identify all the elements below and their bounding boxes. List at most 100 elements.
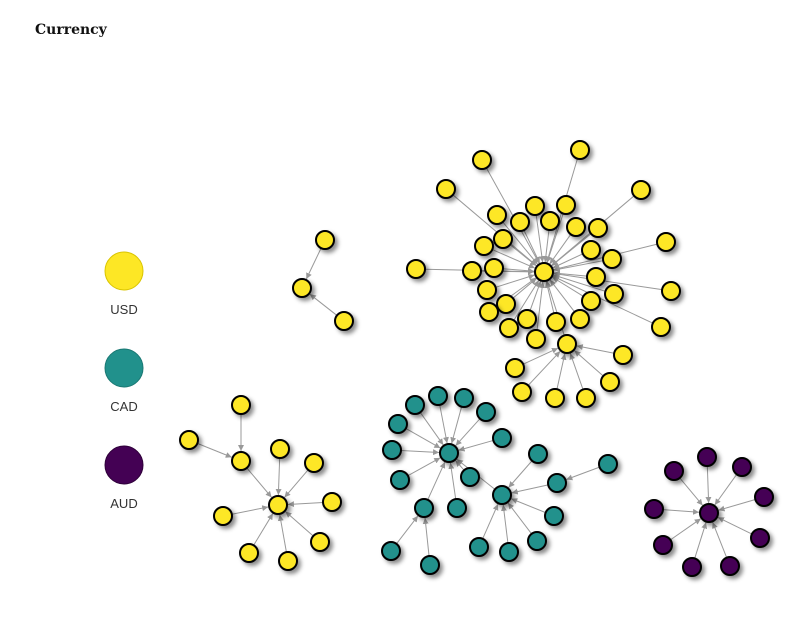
node-usd[interactable] bbox=[613, 345, 633, 365]
node-usd[interactable] bbox=[278, 551, 298, 571]
edge-cad bbox=[458, 439, 494, 452]
node-usd[interactable] bbox=[540, 211, 560, 231]
node-usd[interactable] bbox=[304, 453, 324, 473]
node-cad[interactable] bbox=[420, 555, 440, 575]
node-aud[interactable] bbox=[697, 447, 717, 467]
node-cad[interactable] bbox=[460, 467, 480, 487]
legend-swatch-cad bbox=[104, 348, 144, 388]
node-usd[interactable] bbox=[436, 179, 456, 199]
node-usd[interactable] bbox=[499, 318, 519, 338]
node-usd[interactable] bbox=[570, 140, 590, 160]
node-usd[interactable] bbox=[493, 229, 513, 249]
node-usd[interactable] bbox=[526, 329, 546, 349]
node-usd[interactable] bbox=[231, 395, 251, 415]
node-usd[interactable] bbox=[505, 358, 525, 378]
edge-cad bbox=[419, 412, 444, 446]
node-usd[interactable] bbox=[310, 532, 330, 552]
node-usd[interactable] bbox=[545, 388, 565, 408]
node-usd[interactable] bbox=[651, 317, 671, 337]
edge-aud bbox=[670, 518, 702, 541]
node-usd[interactable] bbox=[570, 309, 590, 329]
node-aud[interactable] bbox=[754, 487, 774, 507]
legend-item-usd: USD bbox=[104, 251, 144, 317]
node-usd[interactable] bbox=[581, 240, 601, 260]
node-usd[interactable] bbox=[604, 284, 624, 304]
node-cad[interactable] bbox=[414, 498, 434, 518]
node-usd-hub[interactable] bbox=[557, 334, 577, 354]
node-usd[interactable] bbox=[661, 281, 681, 301]
node-usd[interactable] bbox=[474, 236, 494, 256]
node-aud[interactable] bbox=[720, 556, 740, 576]
node-cad[interactable] bbox=[476, 402, 496, 422]
legend-item-cad: CAD bbox=[104, 348, 144, 414]
edge-usd bbox=[553, 271, 663, 291]
node-usd[interactable] bbox=[576, 388, 596, 408]
legend-item-aud: AUD bbox=[104, 445, 144, 511]
node-aud-hub[interactable] bbox=[699, 503, 719, 523]
edge-usd bbox=[502, 267, 535, 274]
node-usd[interactable] bbox=[510, 212, 530, 232]
node-usd[interactable] bbox=[239, 543, 259, 563]
node-cad[interactable] bbox=[544, 506, 564, 526]
node-usd[interactable] bbox=[588, 218, 608, 238]
node-cad[interactable] bbox=[428, 386, 448, 406]
node-usd[interactable] bbox=[566, 217, 586, 237]
node-cad[interactable] bbox=[598, 454, 618, 474]
node-cad[interactable] bbox=[499, 542, 519, 562]
node-usd[interactable] bbox=[546, 312, 566, 332]
node-usd[interactable] bbox=[496, 294, 516, 314]
node-usd[interactable] bbox=[600, 372, 620, 392]
node-usd-hub[interactable] bbox=[231, 451, 251, 471]
node-usd-hub[interactable] bbox=[268, 495, 288, 515]
node-usd[interactable] bbox=[525, 196, 545, 216]
node-usd[interactable] bbox=[487, 205, 507, 225]
node-usd[interactable] bbox=[581, 291, 601, 311]
node-usd[interactable] bbox=[406, 259, 426, 279]
node-cad[interactable] bbox=[454, 388, 474, 408]
node-usd[interactable] bbox=[270, 439, 290, 459]
node-aud[interactable] bbox=[664, 461, 684, 481]
node-usd[interactable] bbox=[602, 249, 622, 269]
edge-usd bbox=[542, 229, 550, 263]
node-cad[interactable] bbox=[447, 498, 467, 518]
node-usd[interactable] bbox=[556, 195, 576, 215]
node-aud[interactable] bbox=[682, 557, 702, 577]
node-cad[interactable] bbox=[382, 440, 402, 460]
node-usd[interactable] bbox=[586, 267, 606, 287]
node-aud[interactable] bbox=[732, 457, 752, 477]
node-cad[interactable] bbox=[381, 541, 401, 561]
edge-usd bbox=[287, 501, 324, 508]
node-usd[interactable] bbox=[631, 180, 651, 200]
node-aud[interactable] bbox=[653, 535, 673, 555]
node-usd[interactable] bbox=[179, 430, 199, 450]
node-cad[interactable] bbox=[492, 428, 512, 448]
node-cad[interactable] bbox=[528, 444, 548, 464]
node-usd[interactable] bbox=[656, 232, 676, 252]
node-usd[interactable] bbox=[462, 261, 482, 281]
node-cad[interactable] bbox=[405, 395, 425, 415]
node-cad-hub[interactable] bbox=[492, 485, 512, 505]
node-usd[interactable] bbox=[484, 258, 504, 278]
node-usd[interactable] bbox=[322, 492, 342, 512]
node-usd-hub[interactable] bbox=[292, 278, 312, 298]
node-usd[interactable] bbox=[472, 150, 492, 170]
node-cad[interactable] bbox=[390, 470, 410, 490]
node-cad[interactable] bbox=[527, 531, 547, 551]
node-usd[interactable] bbox=[512, 382, 532, 402]
node-usd-hub[interactable] bbox=[534, 262, 554, 282]
node-cad[interactable] bbox=[388, 414, 408, 434]
edge-cad bbox=[508, 460, 533, 488]
node-usd[interactable] bbox=[517, 309, 537, 329]
node-cad-hub[interactable] bbox=[439, 443, 459, 463]
node-usd[interactable] bbox=[213, 506, 233, 526]
node-usd[interactable] bbox=[334, 311, 354, 331]
node-usd[interactable] bbox=[477, 280, 497, 300]
node-usd[interactable] bbox=[479, 302, 499, 322]
node-aud[interactable] bbox=[750, 528, 770, 548]
node-usd[interactable] bbox=[315, 230, 335, 250]
edge-cad bbox=[507, 502, 532, 535]
node-cad[interactable] bbox=[469, 537, 489, 557]
node-aud[interactable] bbox=[644, 499, 664, 519]
node-cad[interactable] bbox=[547, 473, 567, 493]
